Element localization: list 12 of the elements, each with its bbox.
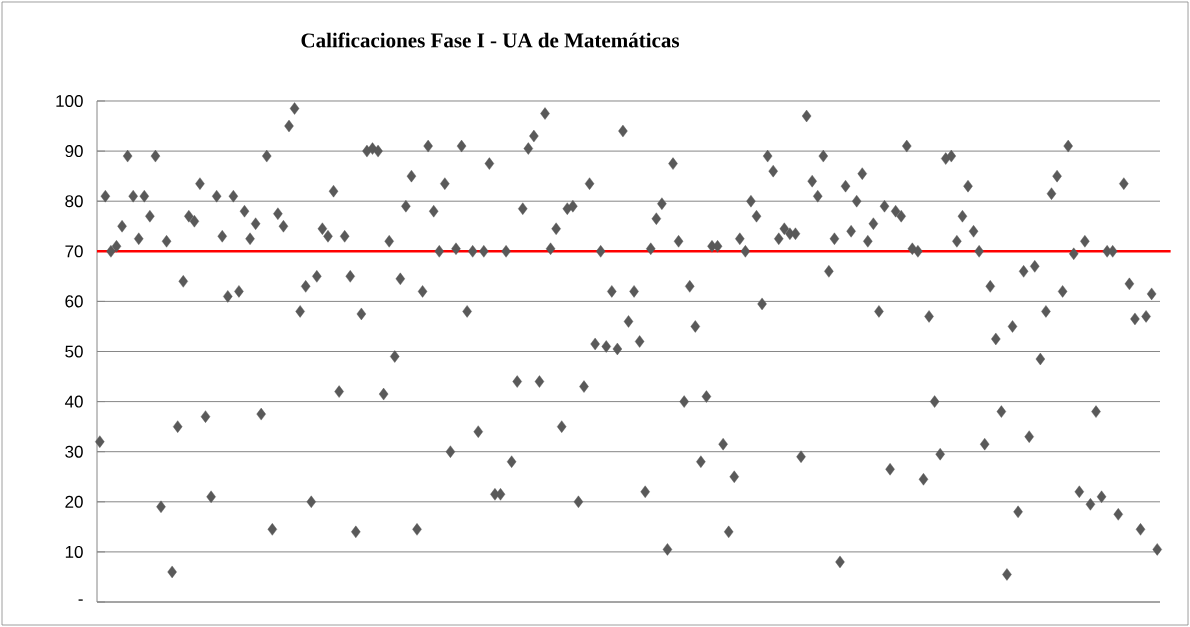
y-tick-label: 70	[65, 245, 83, 258]
chart-title: Calificaciones Fase I - UA de Matemáticas	[301, 32, 680, 48]
y-tick-label: 20	[65, 495, 83, 508]
y-tick-label: 50	[65, 345, 83, 358]
y-tick-label: 40	[64, 395, 83, 408]
y-tick-label: 90	[65, 145, 83, 158]
y-tick-label: 60	[65, 295, 83, 308]
y-tick-label: 30	[65, 445, 83, 458]
y-tick-label: 80	[65, 195, 83, 208]
y-tick-label: 10	[65, 545, 83, 558]
y-tick-label: 100	[56, 94, 83, 108]
y-tick-label: -	[78, 599, 83, 601]
